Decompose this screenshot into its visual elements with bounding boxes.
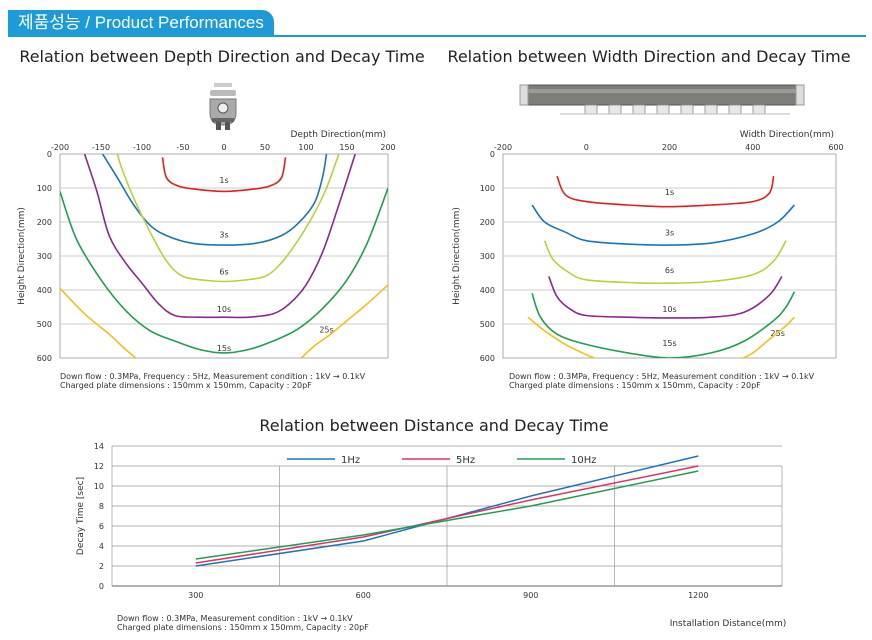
y-tick-label: 8 bbox=[99, 502, 104, 511]
chart-title: Relation between Width Direction and Dec… bbox=[447, 47, 850, 66]
series-line-3s bbox=[101, 154, 328, 246]
header-rule bbox=[8, 35, 866, 37]
chart-title: Relation between Depth Direction and Dec… bbox=[19, 47, 424, 66]
series-line-10Hz bbox=[195, 470, 699, 560]
y-tick-label: 10 bbox=[94, 482, 104, 491]
y-tick-label: 14 bbox=[94, 442, 104, 451]
depth-ionizer-icon bbox=[209, 83, 237, 130]
x-tick-label: 300 bbox=[188, 591, 203, 600]
contour-label: 25s bbox=[319, 326, 333, 335]
legend-label: 10Hz bbox=[571, 455, 597, 466]
x-tick-label: 600 bbox=[828, 143, 843, 152]
chart-note: Charged plate dimensions : 150mm x 150mm… bbox=[117, 623, 369, 632]
y-tick-label: 600 bbox=[480, 354, 495, 363]
chart-note: Charged plate dimensions : 150mm x 150mm… bbox=[509, 381, 761, 390]
x-tick-label: 400 bbox=[745, 143, 760, 152]
series-line-25s bbox=[527, 316, 597, 358]
y-tick-label: 600 bbox=[37, 354, 52, 363]
y-tick-label: 0 bbox=[47, 150, 52, 159]
contour-label: 15s bbox=[662, 339, 676, 348]
x-tick-label: -200 bbox=[494, 143, 512, 152]
series-line-extra bbox=[300, 284, 388, 358]
x-tick-label: 200 bbox=[380, 143, 395, 152]
x-tick-label: 900 bbox=[523, 591, 538, 600]
y-tick-label: 6 bbox=[99, 522, 104, 531]
x-tick-label: 0 bbox=[584, 143, 589, 152]
y-tick-label: 0 bbox=[490, 150, 495, 159]
y-tick-label: 300 bbox=[37, 252, 52, 261]
series-line-extra bbox=[741, 316, 795, 358]
x-tick-label: 100 bbox=[298, 143, 313, 152]
chart-note: Charged plate dimensions : 150mm x 150mm… bbox=[60, 381, 312, 390]
title-english: / Product Performances bbox=[80, 13, 264, 32]
chart-note: Down flow : 0.3MPa, Frequency : 5Hz, Mea… bbox=[509, 372, 815, 381]
x-tick-label: 50 bbox=[260, 143, 270, 152]
x-tick-label: -100 bbox=[133, 143, 151, 152]
x-tick-label: 1200 bbox=[688, 591, 708, 600]
x-axis-label: Installation Distance(mm) bbox=[670, 619, 787, 629]
series-line-3s bbox=[531, 204, 795, 246]
y-tick-label: 400 bbox=[480, 286, 495, 295]
y-tick-label: 100 bbox=[480, 184, 495, 193]
y-axis-label: Decay Time [sec] bbox=[76, 477, 86, 555]
contour-label: 10s bbox=[217, 305, 231, 314]
series-line-5Hz bbox=[195, 465, 699, 564]
x-axis-label: Width Direction(mm) bbox=[740, 130, 834, 140]
x-tick-label: 200 bbox=[662, 143, 677, 152]
y-tick-label: 12 bbox=[94, 462, 104, 471]
x-tick-label: -150 bbox=[92, 143, 110, 152]
contour-label: 10s bbox=[662, 305, 676, 314]
series-line-10s bbox=[83, 154, 356, 319]
contour-label: 6s bbox=[219, 268, 228, 277]
y-axis-label: Height Direction(mm) bbox=[452, 207, 462, 305]
contour-label: 3s bbox=[665, 229, 674, 238]
y-tick-label: 500 bbox=[480, 320, 495, 329]
y-tick-label: 200 bbox=[37, 218, 52, 227]
section-title-tag: 제품성능 / Product Performances bbox=[8, 10, 274, 36]
series-line-6s bbox=[543, 240, 787, 285]
y-tick-label: 400 bbox=[37, 286, 52, 295]
y-tick-label: 100 bbox=[37, 184, 52, 193]
series-line-1s bbox=[556, 175, 775, 208]
y-tick-label: 500 bbox=[37, 320, 52, 329]
contour-label: 6s bbox=[665, 266, 674, 275]
contour-label: 3s bbox=[219, 230, 228, 239]
chart-note: Down flow : 0.3MPa, Measurement conditio… bbox=[117, 614, 353, 623]
contour-label: 15s bbox=[217, 344, 231, 353]
x-tick-label: -50 bbox=[176, 143, 189, 152]
y-tick-label: 200 bbox=[480, 218, 495, 227]
series-line-25s bbox=[60, 287, 138, 358]
series-line-6s bbox=[116, 154, 340, 283]
x-tick-label: 600 bbox=[356, 591, 371, 600]
y-tick-label: 0 bbox=[99, 582, 104, 591]
chart-title: Relation between Distance and Decay Time bbox=[259, 416, 608, 435]
series-line-10s bbox=[548, 275, 783, 319]
width-ionizer-bar-icon bbox=[519, 84, 805, 115]
title-korean: 제품성능 bbox=[18, 13, 81, 32]
series-line-1s bbox=[161, 157, 287, 193]
section-header: 제품성능 / Product Performances bbox=[0, 0, 872, 40]
y-tick-label: 4 bbox=[99, 542, 104, 551]
x-tick-label: 0 bbox=[221, 143, 226, 152]
legend-label: 1Hz bbox=[341, 455, 360, 466]
contour-label: 1s bbox=[665, 188, 674, 197]
x-axis-label: Depth Direction(mm) bbox=[291, 130, 387, 140]
x-tick-label: -200 bbox=[51, 143, 69, 152]
series-line-15s bbox=[531, 291, 796, 358]
x-tick-label: 150 bbox=[339, 143, 354, 152]
y-tick-label: 2 bbox=[99, 562, 104, 571]
y-axis-label: Height Direction(mm) bbox=[17, 207, 27, 305]
legend-label: 5Hz bbox=[456, 455, 475, 466]
chart-note: Down flow : 0.3MPa, Frequency : 5Hz, Mea… bbox=[60, 372, 366, 381]
contour-label: 1s bbox=[219, 176, 228, 185]
series-line-15s bbox=[60, 187, 388, 354]
y-tick-label: 300 bbox=[480, 252, 495, 261]
